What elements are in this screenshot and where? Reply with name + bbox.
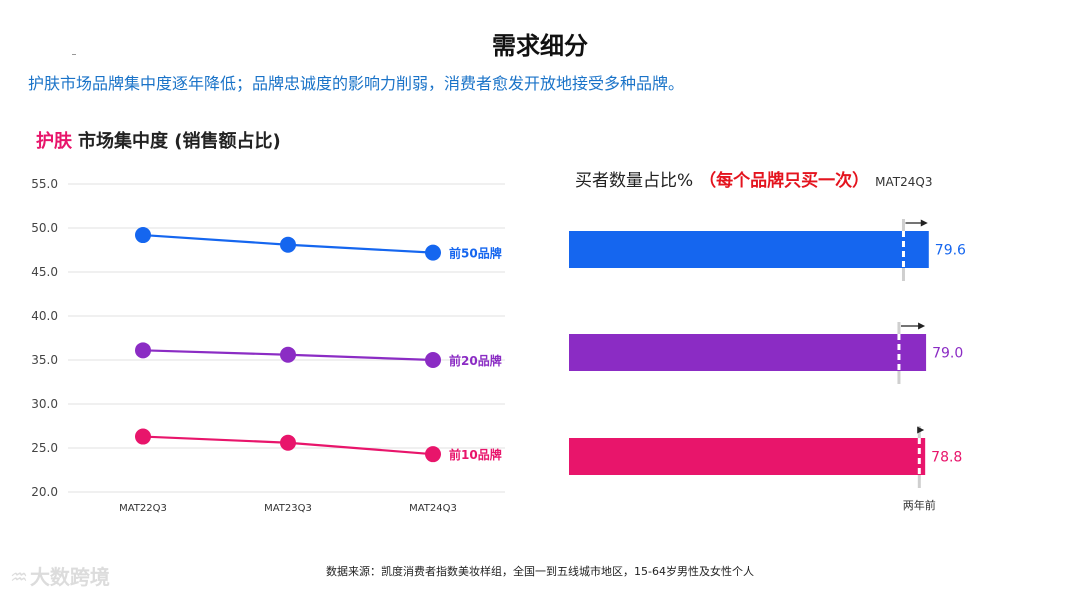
y-tick-label: 55.0 xyxy=(31,177,58,191)
bar-value-label: 79.0 xyxy=(932,346,963,362)
decorative-dash xyxy=(72,54,76,55)
y-tick-label: 50.0 xyxy=(31,221,58,235)
change-arrow-head xyxy=(918,322,926,330)
line-chart-title-text: 市场集中度 (销售额占比) xyxy=(78,131,281,152)
data-point xyxy=(135,227,151,244)
y-tick-label: 35.0 xyxy=(31,353,58,367)
data-point xyxy=(425,352,441,368)
watermark: ♒ 大数跨境 xyxy=(10,561,110,590)
y-tick-label: 45.0 xyxy=(31,265,58,279)
x-tick-label: MAT24Q3 xyxy=(409,503,457,514)
x-tick-label: MAT23Q3 xyxy=(264,503,312,514)
bar-value-label: 79.6 xyxy=(935,243,966,259)
data-source-footer: 数据来源：凯度消费者指数美妆样组，全国一到五线城市地区，15-64岁男性及女性个… xyxy=(326,565,754,578)
x-tick-label: MAT22Q3 xyxy=(119,503,167,514)
bar-value-label: 78.8 xyxy=(931,450,962,466)
bar xyxy=(569,438,926,475)
data-point xyxy=(280,236,296,253)
bar xyxy=(569,334,927,371)
data-point xyxy=(425,446,441,463)
data-point xyxy=(280,434,296,451)
bar-chart-title-text: 买者数量占比% xyxy=(575,171,694,191)
line-chart-title-highlight: 护肤 xyxy=(36,131,72,152)
data-point xyxy=(280,346,296,363)
page-subtitle: 护肤市场品牌集中度逐年降低；品牌忠诚度的影响力削弱，消费者愈发开放地接受多种品牌… xyxy=(28,74,685,93)
bar-chart-title: 买者数量占比% （每个品牌只买一次） MAT24Q3 xyxy=(575,166,932,191)
watermark-logo-icon: ♒ xyxy=(10,565,28,589)
bar-chart-period: MAT24Q3 xyxy=(875,175,933,189)
watermark-text: 大数跨境 xyxy=(29,565,110,589)
series-label: 前10品牌 xyxy=(449,447,502,462)
bar xyxy=(569,231,929,268)
bar-chart-title-note: （每个品牌只买一次） xyxy=(699,171,870,191)
reference-label: 两年前 xyxy=(903,498,936,512)
y-tick-label: 30.0 xyxy=(31,397,58,411)
y-tick-label: 40.0 xyxy=(31,309,58,323)
y-tick-label: 20.0 xyxy=(31,485,58,499)
change-arrow-head xyxy=(917,426,925,434)
data-point xyxy=(425,244,441,261)
y-tick-label: 25.0 xyxy=(31,441,58,455)
data-point xyxy=(135,342,151,359)
page-title: 需求细分 xyxy=(492,32,588,60)
series-label: 前20品牌 xyxy=(449,353,502,368)
series-label: 前50品牌 xyxy=(449,246,502,261)
data-point xyxy=(135,428,151,445)
change-arrow-head xyxy=(920,219,928,227)
line-chart-title: 护肤 市场集中度 (销售额占比) xyxy=(36,127,281,153)
